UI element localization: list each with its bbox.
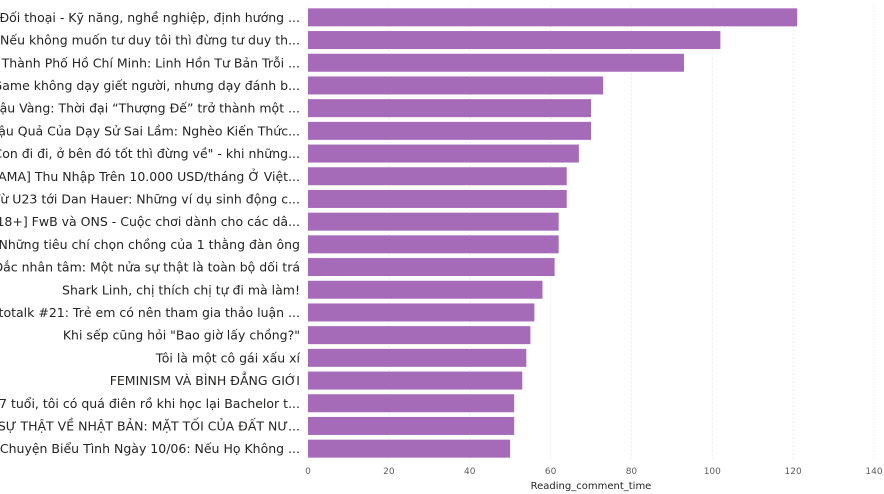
category-label: FEMINISM VÀ BÌNH ĐẲNG GIỚI — [110, 371, 300, 388]
category-label: Khi sếp cũng hỏi "Bao giờ lấy chồng?" — [63, 328, 300, 343]
category-label: Tôi là một cô gái xấu xí — [155, 350, 301, 365]
bar[interactable] — [308, 280, 543, 299]
bar[interactable] — [308, 258, 555, 277]
bar[interactable] — [308, 235, 559, 254]
bar[interactable] — [308, 31, 721, 50]
bar[interactable] — [308, 53, 684, 72]
x-tick-label: 20 — [383, 467, 395, 477]
category-label: SỰ THẬT VỀ NHẬT BẢN: MẶT TỐI CỦA ĐẤT NƯ.… — [0, 417, 300, 433]
x-axis-title: Reading_comment_time — [531, 481, 652, 492]
x-tick-label: 40 — [464, 467, 476, 477]
bar[interactable] — [308, 144, 579, 163]
category-label: Cậu Vàng: Thời đại “Thượng Đế” trở thành… — [0, 101, 300, 116]
bar[interactable] — [308, 99, 591, 118]
category-label: Game không dạy giết người, nhưng dạy đán… — [0, 78, 300, 93]
x-tick-label: 80 — [626, 467, 638, 477]
bar[interactable] — [308, 167, 567, 186]
category-label: Thành Phố Hồ Chí Minh: Linh Hồn Tư Bản T… — [1, 55, 300, 70]
category-label: [AMA] Thu Nhập Trên 10.000 USD/tháng Ở V… — [0, 168, 300, 184]
category-label: "Con đi đi, ở bên đó tốt thì đừng về" - … — [0, 146, 300, 161]
category-label: Những tiêu chí chọn chồng của 1 thằng đà… — [0, 237, 300, 252]
category-label: Đắc nhân tâm: Một nửa sự thật là toàn bộ… — [0, 260, 300, 275]
x-tick-label: 60 — [545, 467, 557, 477]
category-label: Từ U23 tới Dan Hauer: Những ví dụ sinh đ… — [0, 191, 300, 206]
category-label: Đối thoại - Kỹ năng, nghề nghiệp, định h… — [0, 10, 300, 25]
category-label: [18+] FwB và ONS - Cuộc chơi dành cho cá… — [0, 214, 300, 229]
bar[interactable] — [308, 303, 535, 322]
bar[interactable] — [308, 8, 798, 27]
x-tick-label: 120 — [785, 467, 802, 477]
x-axis-ticks: 0 20 40 60 80 100 120 140 — [305, 467, 883, 477]
bar[interactable] — [308, 189, 567, 208]
category-label: Hậu Quả Của Dạy Sử Sai Lầm: Nghèo Kiến T… — [0, 123, 300, 138]
bar[interactable] — [308, 76, 604, 95]
bar[interactable] — [308, 212, 559, 231]
x-tick-label: 140 — [865, 467, 882, 477]
bar[interactable] — [308, 371, 523, 390]
bar[interactable] — [308, 121, 591, 140]
x-tick-label: 0 — [305, 467, 311, 477]
bars — [308, 8, 798, 458]
gridlines — [307, 6, 875, 460]
category-label: Nếu không muốn tư duy tôi thì đừng tư du… — [0, 33, 300, 48]
x-tick-label: 100 — [704, 467, 721, 477]
bar[interactable] — [308, 394, 515, 413]
category-label: Shark Linh, chị thích chị tự đi mà làm! — [62, 282, 300, 297]
category-label: 27 tuổi, tôi có quá điên rồ khi học lại … — [0, 396, 300, 411]
bar[interactable] — [308, 416, 515, 435]
bar[interactable] — [308, 348, 527, 367]
bar[interactable] — [308, 439, 511, 458]
category-labels: Đối thoại - Kỹ năng, nghề nghiệp, định h… — [0, 10, 301, 456]
bar[interactable] — [308, 326, 531, 345]
category-label: Chuyện Biểu Tình Ngày 10/06: Nếu Họ Khôn… — [0, 441, 300, 456]
category-label: 9totalk #21: Trẻ em có nên tham gia thảo… — [0, 305, 300, 320]
